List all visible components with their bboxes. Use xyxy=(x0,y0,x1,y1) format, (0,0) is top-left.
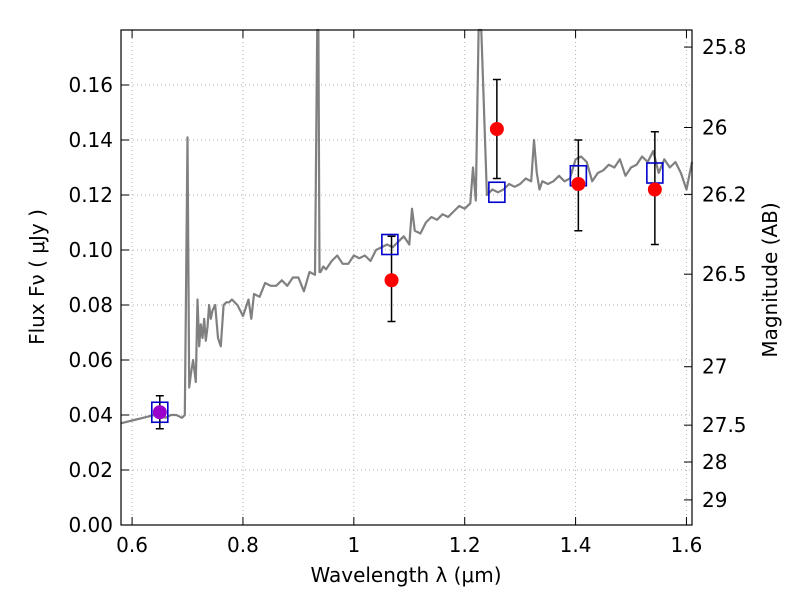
mag-tick-label: 27 xyxy=(702,355,727,379)
y2-axis-title: Magnitude (AB) xyxy=(758,202,782,357)
y-tick-label: 0.10 xyxy=(68,238,113,262)
model-square xyxy=(488,181,506,204)
y-tick-label: 0.06 xyxy=(68,348,113,372)
mag-tick-label: 26.2 xyxy=(702,182,747,206)
observed-point xyxy=(384,273,399,288)
mag-tick-label: 29 xyxy=(702,488,727,512)
x-tick-label: 1.2 xyxy=(449,533,481,557)
x-axis-title: Wavelength λ (μm) xyxy=(310,563,501,587)
observed-point xyxy=(152,405,167,420)
observed-point xyxy=(571,177,586,191)
observed-point xyxy=(647,182,662,197)
y-tick-label: 0.02 xyxy=(68,458,113,482)
mag-tick-label: 26 xyxy=(702,115,727,139)
points-layer xyxy=(151,122,664,424)
x-tick-label: 1.6 xyxy=(671,533,703,557)
x-tick-label: 0.8 xyxy=(227,533,259,557)
mag-tick-label: 26.5 xyxy=(702,262,747,286)
x-tick-label: 0.6 xyxy=(116,533,148,557)
y-tick-label: 0.08 xyxy=(68,293,113,317)
model-square xyxy=(381,233,399,256)
mag-tick-label: 25.8 xyxy=(702,35,747,59)
observed-point xyxy=(489,122,504,136)
grid-layer xyxy=(121,30,692,526)
y-tick-label: 0.16 xyxy=(68,73,113,97)
x-tick-label: 1.4 xyxy=(560,533,592,557)
y-tick-label: 0.12 xyxy=(68,183,113,207)
spectrum-line xyxy=(120,28,694,425)
tick-layer: 0.6 0.8 1 1.2 1.4 1.6 0.00 0.02 0.04 0.06 0.08 0.10… xyxy=(68,30,747,557)
model-square xyxy=(151,401,169,424)
y-axis-title: Flux Fν ( μJy ) xyxy=(25,209,49,345)
spectrum-layer xyxy=(120,28,694,425)
y-tick-label: 0.04 xyxy=(68,403,113,427)
x-tick-label: 1 xyxy=(347,533,360,557)
y-tick-label: 0.00 xyxy=(68,513,113,537)
plot-frame xyxy=(120,29,693,526)
mag-tick-label: 27.5 xyxy=(702,413,747,437)
mag-tick-label: 28 xyxy=(702,450,727,474)
errorbar-layer xyxy=(155,78,659,430)
y-tick-label: 0.14 xyxy=(68,128,113,152)
